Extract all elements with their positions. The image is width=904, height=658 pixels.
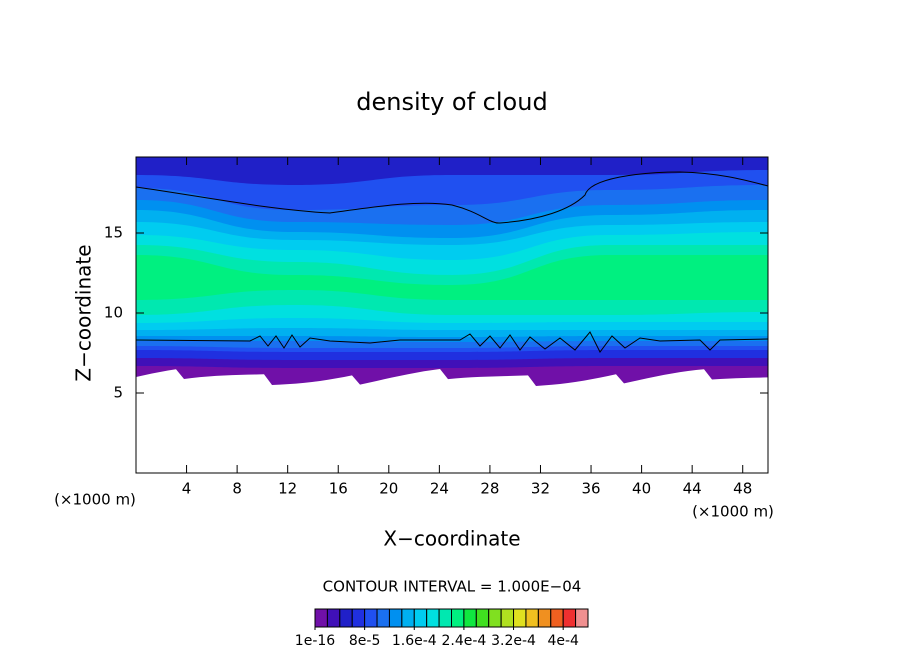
y-tick-label: 10 xyxy=(104,304,123,322)
colorbar-swatch xyxy=(463,608,477,628)
x-tick-label: 20 xyxy=(379,480,398,498)
x-unit-label: (×1000 m) xyxy=(692,503,774,521)
colorbar: 1e-16 8e-5 1.6e-4 2.4e-4 3.2e-4 4e-4 xyxy=(295,608,589,649)
colorbar-swatch xyxy=(376,608,390,628)
colorbar-swatch xyxy=(339,608,353,628)
colorbar-tick-label: 1.6e-4 xyxy=(392,633,437,649)
chart-title: density of cloud xyxy=(356,88,547,116)
x-axis-label: X−coordinate xyxy=(383,527,520,551)
x-tick-label: 36 xyxy=(581,480,600,498)
colorbar-tick-label: 4e-4 xyxy=(547,633,579,649)
colorbar-swatch xyxy=(475,608,490,628)
colorbar-swatch xyxy=(326,608,341,628)
x-tick-label: 16 xyxy=(329,480,348,498)
x-tick-label: 24 xyxy=(430,480,449,498)
colorbar-swatch xyxy=(500,608,515,628)
x-tick-label: 48 xyxy=(733,480,752,498)
colorbar-swatch xyxy=(451,608,465,628)
x-tick-label: 40 xyxy=(632,480,651,498)
contour-line xyxy=(135,171,769,224)
colorbar-swatch xyxy=(537,608,552,628)
colorbar-swatch xyxy=(525,608,539,628)
x-tick-label: 32 xyxy=(531,480,550,498)
colorbar-swatch xyxy=(314,608,328,628)
colorbar-swatch xyxy=(426,608,440,628)
colorbar-swatch xyxy=(488,608,502,628)
x-tick-label: 4 xyxy=(182,480,192,498)
x-tick-label: 44 xyxy=(683,480,702,498)
contour-field xyxy=(136,157,768,473)
colorbar-swatch xyxy=(364,608,378,628)
colorbar-tick-label: 1e-16 xyxy=(295,633,335,649)
y-tick-label: 15 xyxy=(104,224,123,242)
x-tick-label: 8 xyxy=(232,480,242,498)
x-unit-label: (×1000 m) xyxy=(54,491,136,509)
contour-line xyxy=(135,331,769,353)
x-tick-label: 12 xyxy=(278,480,297,498)
colorbar-tick-label: 2.4e-4 xyxy=(441,633,486,649)
colorbar-swatch xyxy=(438,608,453,628)
contour-interval: CONTOUR INTERVAL = 1.000E−04 xyxy=(323,578,582,596)
y-tick-label: 5 xyxy=(113,384,123,402)
colorbar-swatch xyxy=(575,608,589,628)
x-tick-label: 28 xyxy=(480,480,499,498)
plot-frame xyxy=(135,156,769,474)
colorbar-swatch xyxy=(351,608,366,628)
colorbar-swatch xyxy=(550,608,564,628)
colorbar-swatch xyxy=(401,608,415,628)
colorbar-swatch xyxy=(513,608,527,628)
cloud-base xyxy=(136,369,768,473)
colorbar-swatch xyxy=(388,608,403,628)
y-axis-label: Z−coordinate xyxy=(72,244,96,381)
colorbar-swatch xyxy=(413,608,428,628)
colorbar-tick-label: 8e-5 xyxy=(349,633,380,649)
colorbar-swatch xyxy=(562,608,577,628)
colorbar-tick-label: 3.2e-4 xyxy=(491,633,536,649)
